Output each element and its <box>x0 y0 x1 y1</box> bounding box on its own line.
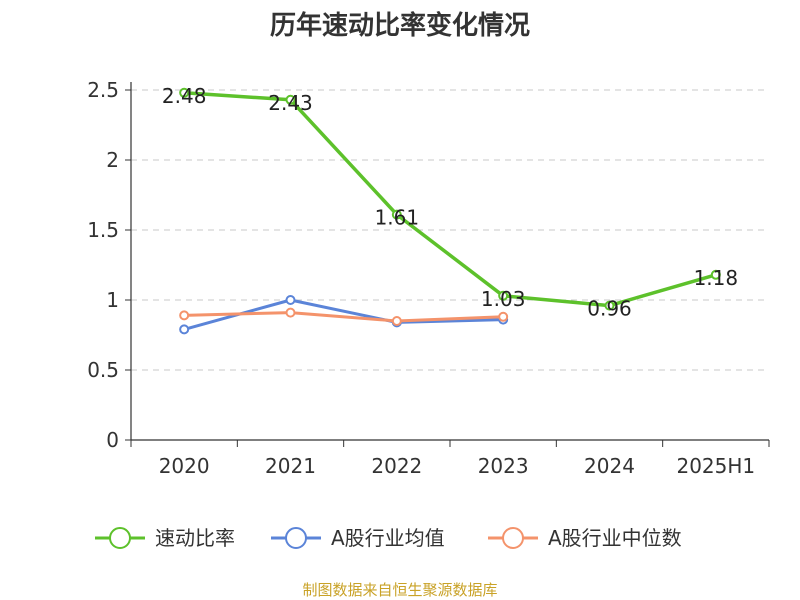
legend-marker <box>502 527 524 549</box>
data-point <box>498 290 509 301</box>
y-tick-label: 0.5 <box>87 358 119 382</box>
legend-item-0: 速动比率 <box>95 526 235 550</box>
data-label: 1.18 <box>694 266 739 290</box>
data-point <box>285 307 296 318</box>
x-tick-label: 2022 <box>371 454 422 478</box>
y-tick-label: 2 <box>106 148 119 172</box>
grid-layer <box>131 89 769 371</box>
chart-title: 历年速动比率变化情况 <box>270 10 530 41</box>
data-point <box>179 87 190 98</box>
y-tick-label: 1.5 <box>87 218 119 242</box>
x-tick-label: 2024 <box>584 454 635 478</box>
legend-marker <box>285 527 307 549</box>
data-point <box>179 310 190 321</box>
legend-label: A股行业均值 <box>331 526 445 550</box>
data-point <box>179 324 190 335</box>
data-label: 0.96 <box>587 297 632 321</box>
label-layer: 2.48 2.43 1.61 1.03 0.96 1.18 <box>162 84 738 321</box>
legend-item-1: A股行业均值 <box>271 526 445 550</box>
legend: 速动比率 A股行业均值 A股行业中位数 <box>95 526 682 550</box>
x-tick-label: 2023 <box>478 454 529 478</box>
data-point <box>604 300 615 311</box>
x-tick-label: 2021 <box>265 454 316 478</box>
y-tick-label: 0 <box>106 428 119 452</box>
legend-label: 速动比率 <box>155 526 235 550</box>
legend-item-2: A股行业中位数 <box>488 526 682 550</box>
data-point <box>710 269 721 280</box>
y-tick-label: 2.5 <box>87 78 119 102</box>
data-point <box>285 94 296 105</box>
axis-layer: 0 0.5 1 1.5 2 2.5 2020 2021 2022 2023 2024 2025H1 <box>87 78 770 478</box>
data-label: 1.61 <box>375 206 420 230</box>
x-tick-label: 2020 <box>159 454 210 478</box>
x-tick-label: 2025H1 <box>676 454 755 478</box>
legend-marker <box>109 527 131 549</box>
data-point <box>285 295 296 305</box>
data-label: 2.43 <box>268 91 313 115</box>
legend-label: A股行业中位数 <box>548 526 682 550</box>
data-label: 1.03 <box>481 287 526 311</box>
data-point <box>391 316 402 326</box>
data-point <box>391 209 402 220</box>
source-note: 制图数据来自恒生聚源数据库 <box>302 581 497 599</box>
data-point <box>498 311 509 322</box>
y-tick-label: 1 <box>106 288 119 312</box>
series-line-2 <box>184 311 504 323</box>
series-layer <box>179 87 721 335</box>
series-line-0 <box>184 91 717 308</box>
data-label: 2.48 <box>162 84 207 108</box>
